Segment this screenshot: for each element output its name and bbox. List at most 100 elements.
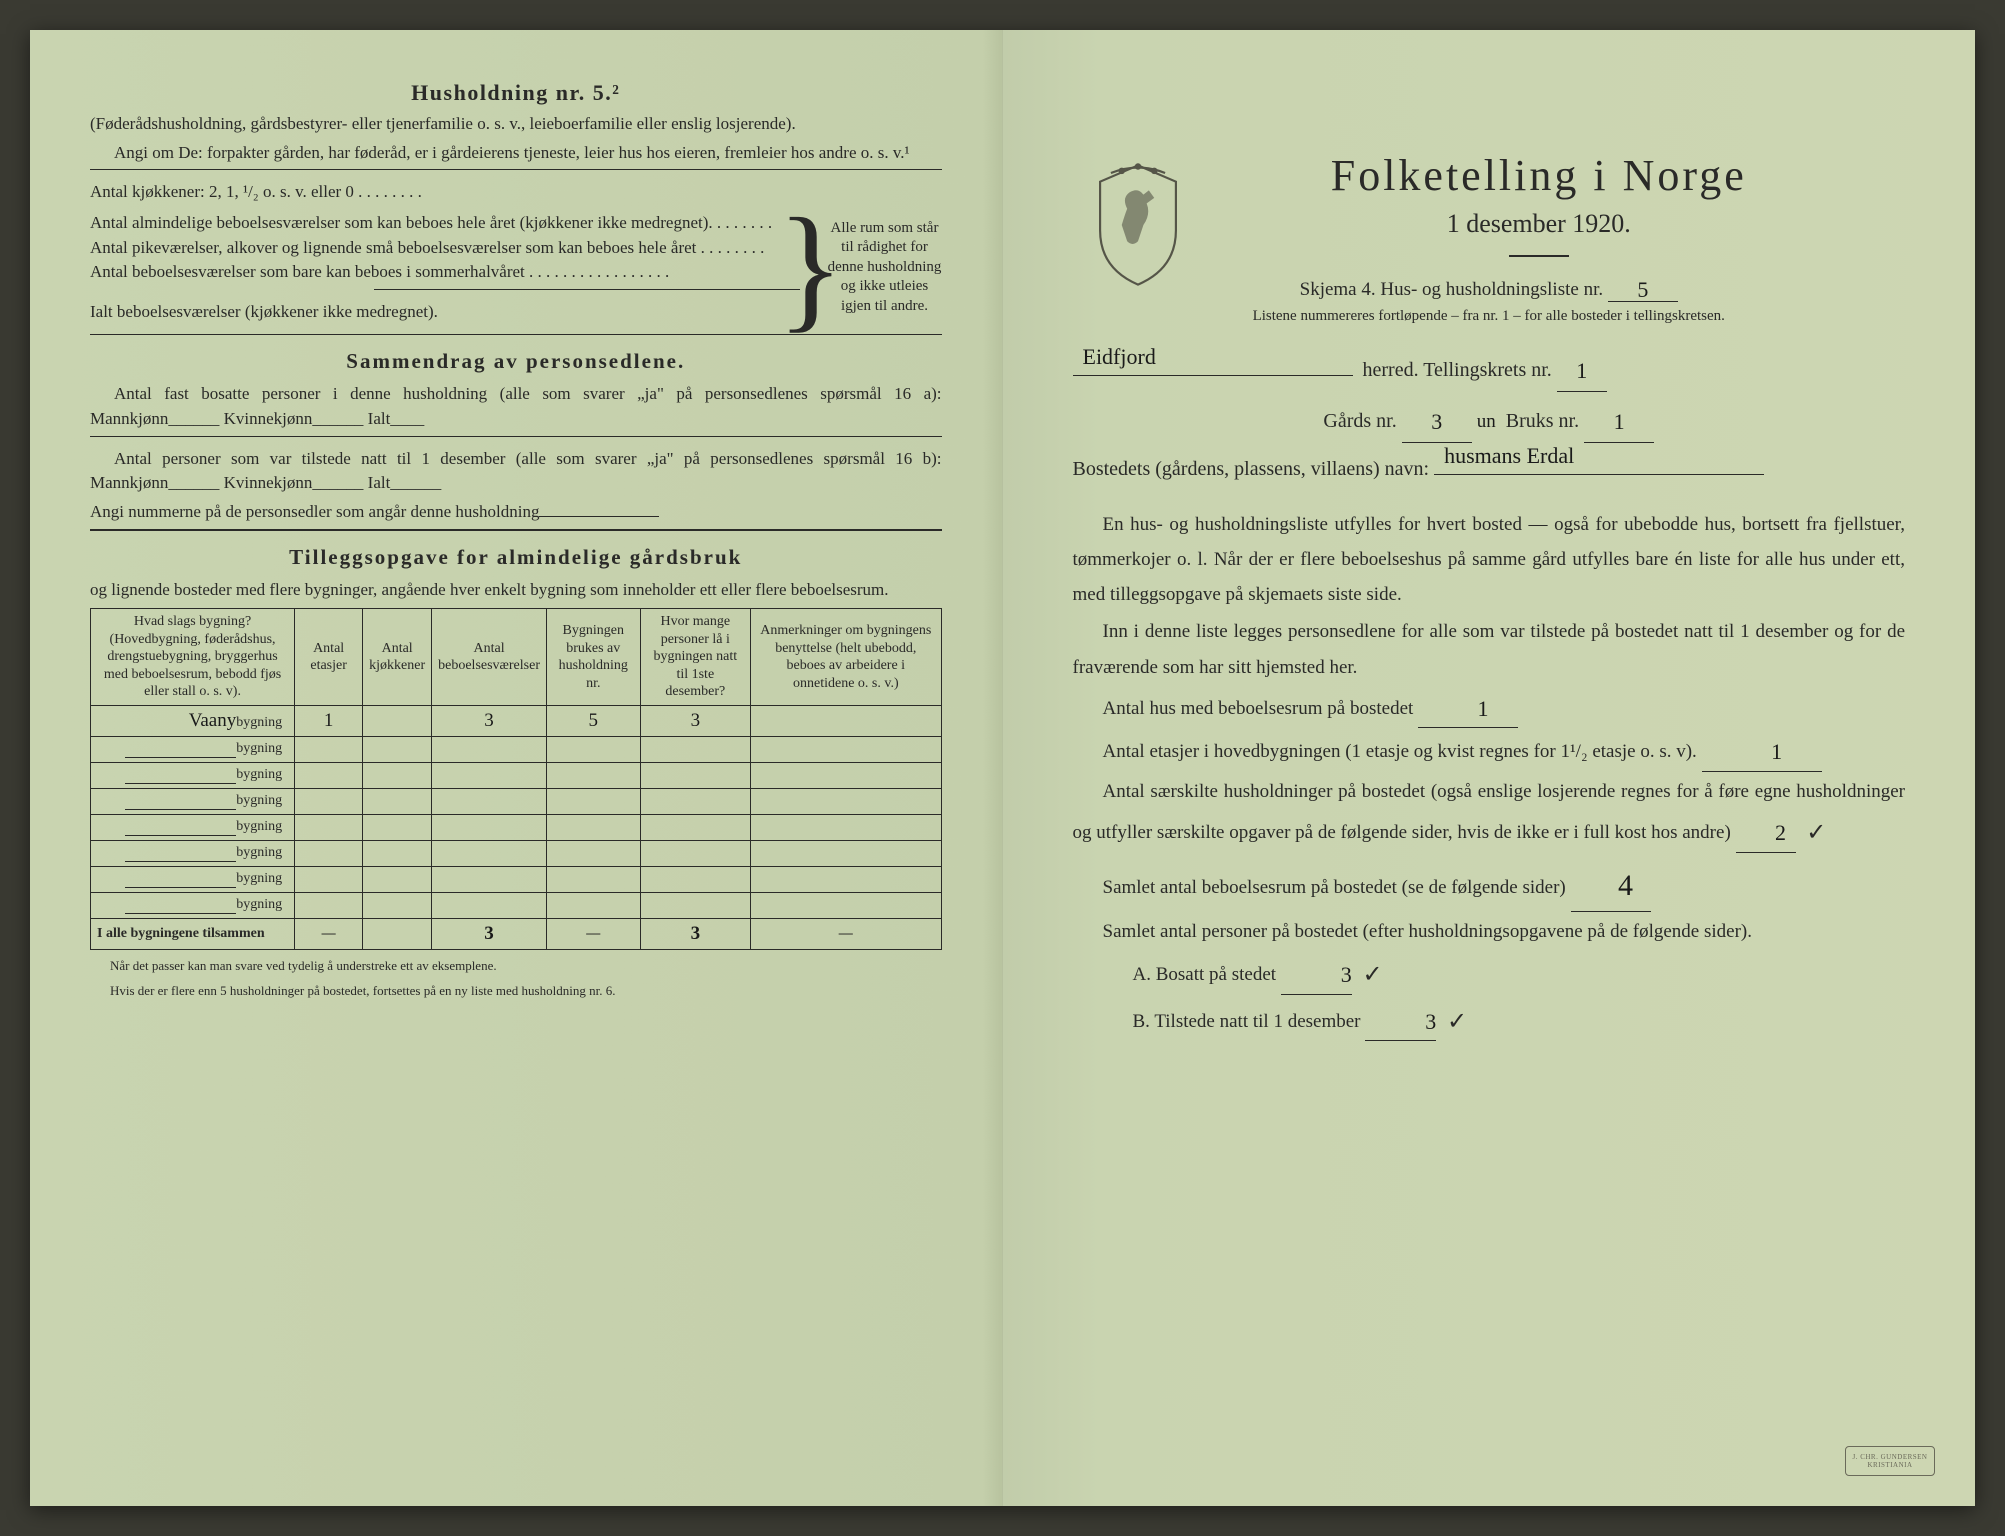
cell-kjokk <box>363 814 432 840</box>
th-beboelse: Antal beboelsesværelser <box>432 609 547 706</box>
antal-hus-row: Antal hus med beboelsesrum på bostedet 1 <box>1073 687 1906 729</box>
sammendrag-title: Sammendrag av personsedlene. <box>90 349 942 374</box>
sammendrag-p2: Antal personer som var tilstede natt til… <box>90 447 942 496</box>
body-para-2: Inn i denne liste legges personsedlene f… <box>1073 614 1906 684</box>
cell-pers <box>640 866 751 892</box>
cell-bygning: bygning <box>91 788 295 814</box>
body-para-1: En hus- og husholdningsliste utfylles fo… <box>1073 507 1906 612</box>
th-husholdning: Bygningen brukes av husholdning nr. <box>546 609 640 706</box>
listener-line: Listene nummereres fortløpende – fra nr.… <box>1073 308 1906 325</box>
cell-etasjer <box>295 866 363 892</box>
herred-row: Eidfjord herred. Tellingskrets nr. 1 <box>1073 347 1906 392</box>
total-kjokk <box>363 918 432 949</box>
check-mark-icon: ✓ <box>1447 1009 1467 1035</box>
cell-anm <box>751 736 941 762</box>
samlet-bebo-row: Samlet antal beboelsesrum på bostedet (s… <box>1073 856 1906 913</box>
tellingskrets-nr: 1 <box>1576 358 1587 383</box>
herred-value: Eidfjord <box>1083 335 1156 379</box>
cell-bebo <box>432 762 547 788</box>
table-row: bygning <box>91 814 942 840</box>
intro-paragraph-2: Angi om De: forpakter gården, har føderå… <box>90 141 942 166</box>
cell-kjokk <box>363 705 432 736</box>
cell-hush <box>546 814 640 840</box>
check-mark-icon: ✓ <box>1806 820 1826 846</box>
total-label: I alle bygningene tilsammen <box>91 918 295 949</box>
sammendrag-p3: Angi nummerne på de personsedler som ang… <box>90 500 942 525</box>
bosatt-row: A. Bosatt på stedet 3 ✓ <box>1073 951 1906 995</box>
cell-hush <box>546 762 640 788</box>
cell-etasjer <box>295 788 363 814</box>
document-spread: Husholdning nr. 5.² (Føderådshusholdning… <box>30 30 1975 1506</box>
total-anm: — <box>751 918 941 949</box>
cell-kjokk <box>363 762 432 788</box>
right-body-text: En hus- og husholdningsliste utfylles fo… <box>1073 507 1906 1042</box>
cell-pers <box>640 788 751 814</box>
cell-anm <box>751 762 941 788</box>
antal-hush-row: Antal særskilte husholdninger på bostede… <box>1073 774 1906 854</box>
total-bebo: 3 <box>432 918 547 949</box>
cell-bygning: bygning <box>91 892 295 918</box>
cell-bygning: bygning <box>91 814 295 840</box>
cell-pers <box>640 762 751 788</box>
gards-mid: un <box>1477 411 1496 432</box>
cell-pers: 3 <box>640 705 751 736</box>
cell-etasjer <box>295 762 363 788</box>
left-page: Husholdning nr. 5.² (Føderådshusholdning… <box>30 30 1003 1506</box>
footnote-1: Når det passer kan man svare ved tydelig… <box>90 958 942 975</box>
cell-hush <box>546 736 640 762</box>
cell-bebo <box>432 892 547 918</box>
cell-bebo <box>432 840 547 866</box>
cell-anm <box>751 788 941 814</box>
bruks-nr: 1 <box>1614 409 1625 434</box>
cell-etasjer <box>295 736 363 762</box>
bracket-item: Antal beboelsesværelser som bare kan beb… <box>90 260 800 285</box>
cell-kjokk <box>363 892 432 918</box>
skjema-line: Skjema 4. Hus- og husholdningsliste nr. … <box>1073 275 1906 302</box>
bracket-item: Antal pikeværelser, alkover og lignende … <box>90 236 800 261</box>
cell-etasjer <box>295 840 363 866</box>
table-row: bygning <box>91 892 942 918</box>
cell-etasjer: 1 <box>295 705 363 736</box>
cell-bebo <box>432 788 547 814</box>
tillegg-subtitle: og lignende bosteder med flere bygninger… <box>90 578 942 603</box>
table-row: bygning <box>91 866 942 892</box>
table-row: bygning <box>91 736 942 762</box>
table-row: bygning <box>91 762 942 788</box>
cell-etasjer <box>295 814 363 840</box>
cell-etasjer <box>295 892 363 918</box>
cell-kjokk <box>363 736 432 762</box>
bracket-note: Alle rum som står til rådighet for denne… <box>822 211 942 325</box>
table-row: Vaanybygning1353 <box>91 705 942 736</box>
cell-pers <box>640 840 751 866</box>
title-divider <box>1509 255 1569 257</box>
check-mark-icon: ✓ <box>1363 962 1383 988</box>
cell-hush <box>546 840 640 866</box>
curly-brace-icon: } <box>800 211 822 325</box>
cell-kjokk <box>363 840 432 866</box>
cell-bebo <box>432 866 547 892</box>
cell-pers <box>640 814 751 840</box>
cell-bebo <box>432 736 547 762</box>
table-row: bygning <box>91 840 942 866</box>
bracket-item: Antal almindelige beboelsesværelser som … <box>90 211 800 236</box>
antal-etasjer-row: Antal etasjer i hovedbygningen (1 etasje… <box>1073 730 1906 772</box>
rooms-bracket-block: Antal almindelige beboelsesværelser som … <box>90 211 942 325</box>
tillegg-title: Tilleggsopgave for almindelige gårdsbruk <box>90 545 942 570</box>
cell-anm <box>751 892 941 918</box>
cell-hush <box>546 892 640 918</box>
total-hush: — <box>546 918 640 949</box>
cell-hush <box>546 788 640 814</box>
cell-hush <box>546 866 640 892</box>
th-personer: Hvor mange personer lå i bygningen natt … <box>640 609 751 706</box>
cell-bebo <box>432 814 547 840</box>
cell-bygning: bygning <box>91 840 295 866</box>
cell-kjokk <box>363 788 432 814</box>
cell-bebo: 3 <box>432 705 547 736</box>
cell-kjokk <box>363 866 432 892</box>
cell-pers <box>640 892 751 918</box>
cell-anm <box>751 840 941 866</box>
gards-nr: 3 <box>1431 409 1442 434</box>
cell-anm <box>751 705 941 736</box>
tillegg-table: Hvad slags bygning? (Hovedbygning, føder… <box>90 608 942 950</box>
ialt-line: Ialt beboelsesværelser (kjøkkener ikke m… <box>90 300 800 325</box>
